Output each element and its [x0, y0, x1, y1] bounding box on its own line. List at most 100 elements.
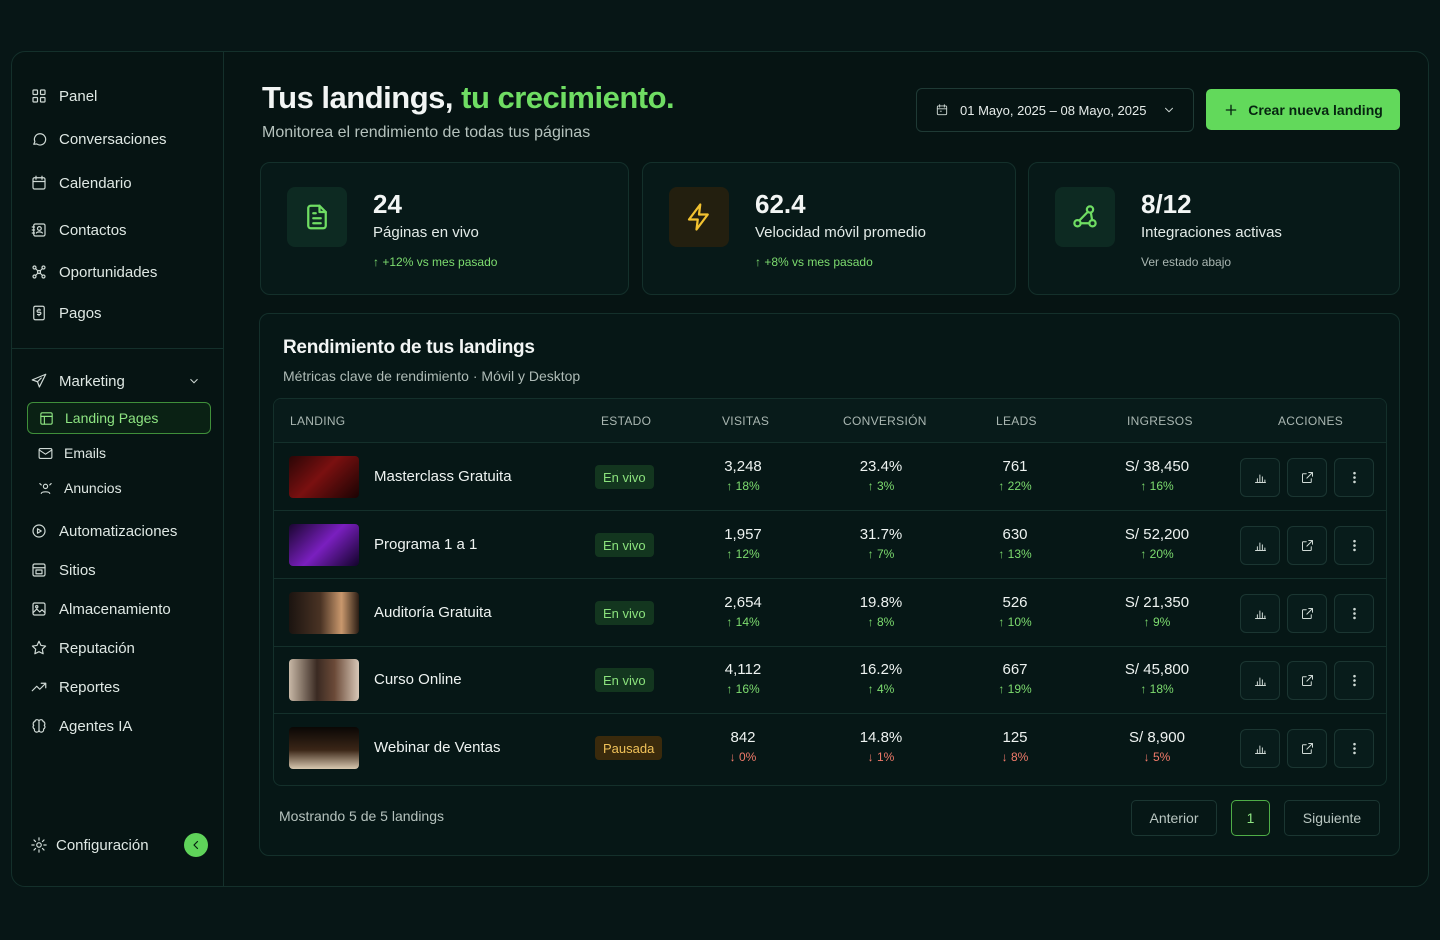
more-options-button[interactable] [1334, 594, 1374, 633]
landing-name[interactable]: Masterclass Gratuita [374, 468, 512, 485]
table-row[interactable]: Programa 1 a 1 En vivo 1,957 ↑ 12% 31.7% … [274, 511, 1386, 579]
sidebar-divider [12, 348, 224, 349]
status-badge: En vivo [595, 465, 654, 489]
stats-action-button[interactable] [1240, 594, 1280, 633]
open-external-button[interactable] [1287, 458, 1327, 497]
status-badge: En vivo [595, 668, 654, 692]
next-page-button[interactable]: Siguiente [1284, 800, 1380, 836]
metric-value: S/ 38,450 [1124, 458, 1190, 475]
more-vertical-icon [1352, 539, 1356, 552]
external-link-icon [1301, 540, 1313, 551]
sidebar-item-reputacion[interactable]: Reputación [30, 636, 135, 660]
sidebar-item-label: Marketing [59, 372, 125, 390]
metric-cell-visits: 842 ↓ 0% [688, 729, 798, 764]
column-header[interactable]: CONVERSIÓN [843, 414, 927, 428]
landing-name[interactable]: Programa 1 a 1 [374, 536, 478, 553]
column-header[interactable]: VISITAS [722, 414, 770, 428]
metric-cell-leads: 630 ↑ 13% [960, 526, 1070, 561]
sidebar-item-oportunidades[interactable]: Oportunidades [30, 260, 157, 284]
sidebar-item-automatizaciones[interactable]: Automatizaciones [30, 519, 177, 543]
table-header: LANDING ESTADO VISITAS CONVERSIÓN LEADS … [274, 399, 1386, 443]
sidebar-item-panel[interactable]: Panel [30, 84, 97, 108]
landing-thumbnail [289, 592, 359, 634]
metric-delta: ↑ 4% [867, 682, 895, 696]
column-header[interactable]: LEADS [996, 414, 1037, 428]
stat-label: Velocidad móvil promedio [755, 224, 926, 241]
metric-cell-visits: 3,248 ↑ 18% [688, 458, 798, 493]
open-external-button[interactable] [1287, 526, 1327, 565]
metric-delta: ↓ 0% [729, 750, 757, 764]
metric-cell-leads: 667 ↑ 19% [960, 661, 1070, 696]
landing-name[interactable]: Auditoría Gratuita [374, 604, 492, 621]
prev-page-button[interactable]: Anterior [1131, 800, 1217, 836]
metric-cell-conv: 23.4% ↑ 3% [826, 458, 936, 493]
metric-value: 19.8% [859, 594, 903, 611]
chevron-left-icon [193, 840, 199, 850]
sidebar-item-label: Agentes IA [59, 717, 133, 735]
table-row[interactable]: Auditoría Gratuita En vivo 2,654 ↑ 14% 19… [274, 579, 1386, 647]
panel-title: Rendimiento de tus landings [283, 337, 535, 358]
stats-action-button[interactable] [1240, 458, 1280, 497]
stats-action-button[interactable] [1240, 729, 1280, 768]
sidebar-item-calendario[interactable]: Calendario [30, 171, 132, 195]
metric-delta: ↑ 16% [726, 682, 760, 696]
stats-action-button[interactable] [1240, 526, 1280, 565]
sidebar-subitem-landing-pages[interactable]: Landing Pages [27, 402, 211, 434]
sidebar-item-label: Reputación [59, 639, 135, 657]
metric-cell-conv: 16.2% ↑ 4% [826, 661, 936, 696]
metric-delta: ↑ 13% [998, 547, 1032, 561]
trend-icon [30, 678, 48, 696]
sidebar-item-configuracion[interactable]: Configuración [30, 833, 149, 857]
landing-name[interactable]: Curso Online [374, 671, 462, 688]
more-options-button[interactable] [1334, 458, 1374, 497]
column-header[interactable]: LANDING [290, 414, 346, 428]
stat-icon-box [287, 187, 347, 247]
metric-value: 630 [1002, 526, 1028, 543]
open-external-button[interactable] [1287, 729, 1327, 768]
sidebar-subitem-emails[interactable]: Emails [27, 437, 211, 469]
sidebar-item-pagos[interactable]: Pagos [30, 301, 102, 325]
sidebar-subitem-label: Landing Pages [65, 410, 159, 426]
stat-trend-link[interactable]: Ver estado abajo [1141, 255, 1232, 269]
table-row[interactable]: Masterclass Gratuita En vivo 3,248 ↑ 18% … [274, 443, 1386, 511]
metric-cell-conv: 14.8% ↓ 1% [826, 729, 936, 764]
more-vertical-icon [1352, 742, 1356, 755]
metric-delta: ↑ 12% [726, 547, 760, 561]
create-landing-button[interactable]: Crear nueva landing [1206, 89, 1400, 130]
table-row[interactable]: Webinar de Ventas Pausada 842 ↓ 0% 14.8% … [274, 714, 1386, 782]
table-row[interactable]: Curso Online En vivo 4,112 ↑ 16% 16.2% ↑ … [274, 646, 1386, 714]
payment-icon [30, 304, 48, 322]
metric-delta: ↑ 20% [1140, 547, 1174, 561]
sidebar-item-reportes[interactable]: Reportes [30, 675, 120, 699]
landing-name[interactable]: Webinar de Ventas [374, 739, 501, 756]
more-options-button[interactable] [1334, 526, 1374, 565]
sidebar-item-conversaciones[interactable]: Conversaciones [30, 127, 167, 151]
collapse-sidebar-button[interactable] [184, 833, 208, 857]
page-subtitle: Monitorea el rendimiento de todas tus pá… [262, 124, 591, 141]
chat-icon [30, 130, 48, 148]
column-header[interactable]: INGRESOS [1127, 414, 1193, 428]
page-1-button[interactable]: 1 [1231, 800, 1270, 836]
sidebar-item-marketing[interactable]: Marketing [30, 369, 125, 393]
column-header[interactable]: ESTADO [601, 414, 652, 428]
more-options-button[interactable] [1334, 661, 1374, 700]
open-external-button[interactable] [1287, 594, 1327, 633]
bar-chart-icon [1254, 677, 1266, 686]
chevron-down-icon[interactable] [187, 374, 201, 388]
more-vertical-icon [1352, 607, 1356, 620]
sidebar-item-almacenamiento[interactable]: Almacenamiento [30, 597, 171, 621]
stats-action-button[interactable] [1240, 661, 1280, 700]
sidebar-item-contactos[interactable]: Contactos [30, 218, 127, 242]
more-options-button[interactable] [1334, 729, 1374, 768]
open-external-button[interactable] [1287, 661, 1327, 700]
create-landing-label: Crear nueva landing [1248, 101, 1383, 118]
sidebar-subitem-anuncios[interactable]: Anuncios [27, 472, 211, 504]
more-vertical-icon [1352, 674, 1356, 687]
stat-trend: ↑ +8% vs mes pasado [755, 255, 873, 269]
landing-thumbnail [289, 456, 359, 498]
stat-value: 62.4 [755, 189, 806, 219]
sidebar-item-agentes-ia[interactable]: Agentes IA [30, 714, 132, 738]
sidebar-item-sitios[interactable]: Sitios [30, 558, 96, 582]
date-range-picker[interactable]: 01 Mayo, 2025 – 08 Mayo, 2025 [916, 88, 1194, 132]
chevron-down-icon [1162, 103, 1176, 117]
